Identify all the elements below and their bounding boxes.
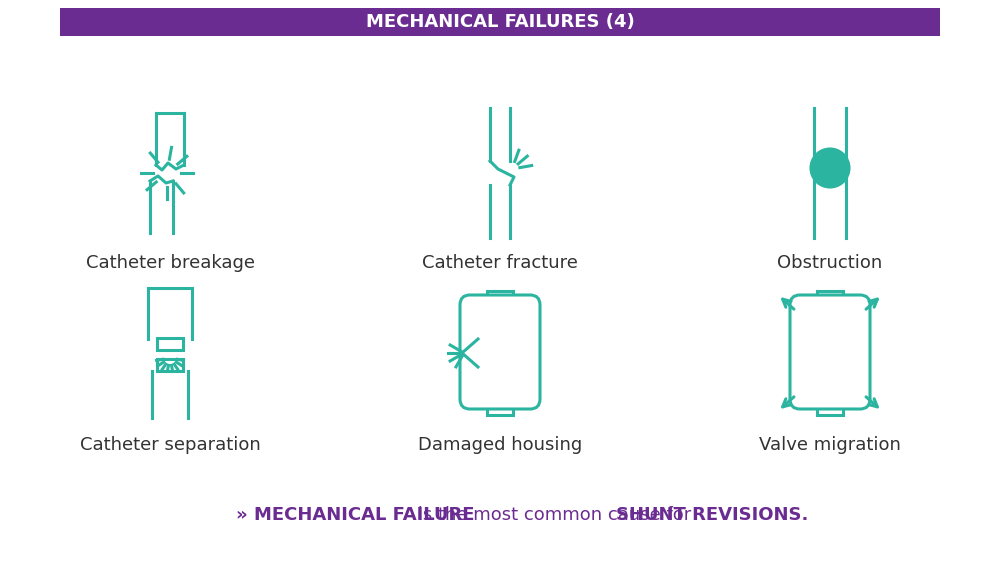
Text: Catheter separation: Catheter separation bbox=[80, 436, 260, 454]
Bar bbox=[157, 338, 183, 350]
Text: Obstruction: Obstruction bbox=[777, 254, 883, 272]
Bar bbox=[817, 401, 843, 415]
Bar bbox=[817, 291, 843, 305]
Bar bbox=[487, 401, 513, 415]
Bar bbox=[60, 8, 940, 36]
Bar bbox=[487, 291, 513, 305]
FancyBboxPatch shape bbox=[790, 295, 870, 409]
Text: SHUNT REVISIONS.: SHUNT REVISIONS. bbox=[616, 506, 809, 524]
Text: » MECHANICAL FAILURE: » MECHANICAL FAILURE bbox=[236, 506, 475, 524]
Text: Catheter fracture: Catheter fracture bbox=[422, 254, 578, 272]
Text: is the most common cause for: is the most common cause for bbox=[412, 506, 697, 524]
Text: Damaged housing: Damaged housing bbox=[418, 436, 582, 454]
FancyBboxPatch shape bbox=[460, 295, 540, 409]
Text: MECHANICAL FAILURES (4): MECHANICAL FAILURES (4) bbox=[366, 13, 634, 31]
Circle shape bbox=[811, 149, 849, 187]
Text: Valve migration: Valve migration bbox=[759, 436, 901, 454]
Bar bbox=[157, 359, 183, 371]
Text: Catheter breakage: Catheter breakage bbox=[86, 254, 254, 272]
